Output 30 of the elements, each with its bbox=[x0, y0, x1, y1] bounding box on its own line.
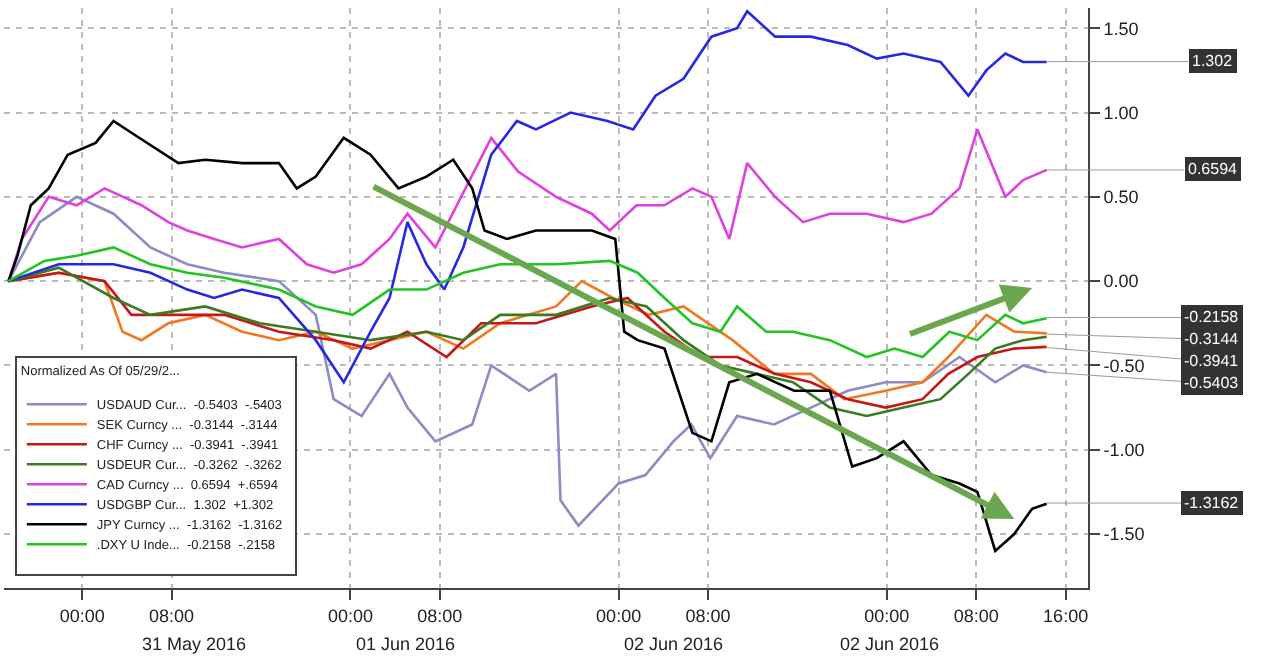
x-tick-label: 00:00 bbox=[596, 605, 642, 626]
x-tick-label: 08:00 bbox=[685, 605, 731, 626]
annotation: -0.5403 bbox=[1184, 374, 1240, 392]
annotation: -0.3941 bbox=[1184, 352, 1240, 370]
annotation: -1.3162 bbox=[1184, 494, 1240, 512]
text: 02 Jun 2016 bbox=[624, 634, 724, 654]
line-series bbox=[7, 246, 1048, 359]
x-tick-label: 00:00 bbox=[59, 605, 105, 626]
y-tick-label: -0.50 bbox=[1103, 355, 1145, 376]
annotation: 1.302 bbox=[1192, 52, 1234, 70]
x-tick-label: 08:00 bbox=[953, 605, 999, 626]
annotation: -0.3144 bbox=[1184, 330, 1240, 348]
text: 31 May 2016 bbox=[142, 634, 247, 654]
text: 02 Jun 2016 bbox=[840, 634, 940, 654]
x-tick-label: 00:00 bbox=[864, 605, 910, 626]
text: 01 Jun 2016 bbox=[356, 634, 456, 654]
annotation: -0.2158 bbox=[1184, 308, 1240, 326]
x-tick-label: 00:00 bbox=[327, 605, 373, 626]
y-tick-label: 1.00 bbox=[1103, 102, 1139, 123]
y-tick-label: 1.50 bbox=[1103, 18, 1139, 39]
y-tick-label: -1.00 bbox=[1103, 440, 1145, 461]
line-series bbox=[7, 119, 1048, 553]
annotation: 0.6594 bbox=[1188, 160, 1239, 178]
x-tick-label: 08:00 bbox=[417, 605, 463, 626]
y-tick-label: 0.50 bbox=[1103, 187, 1139, 208]
y-tick-label: 0.00 bbox=[1103, 271, 1139, 292]
x-tick-label: 08:00 bbox=[149, 605, 195, 626]
line-series bbox=[7, 10, 1048, 384]
y-tick-label: -1.50 bbox=[1103, 524, 1145, 545]
x-tick-label: 16:00 bbox=[1043, 605, 1089, 626]
